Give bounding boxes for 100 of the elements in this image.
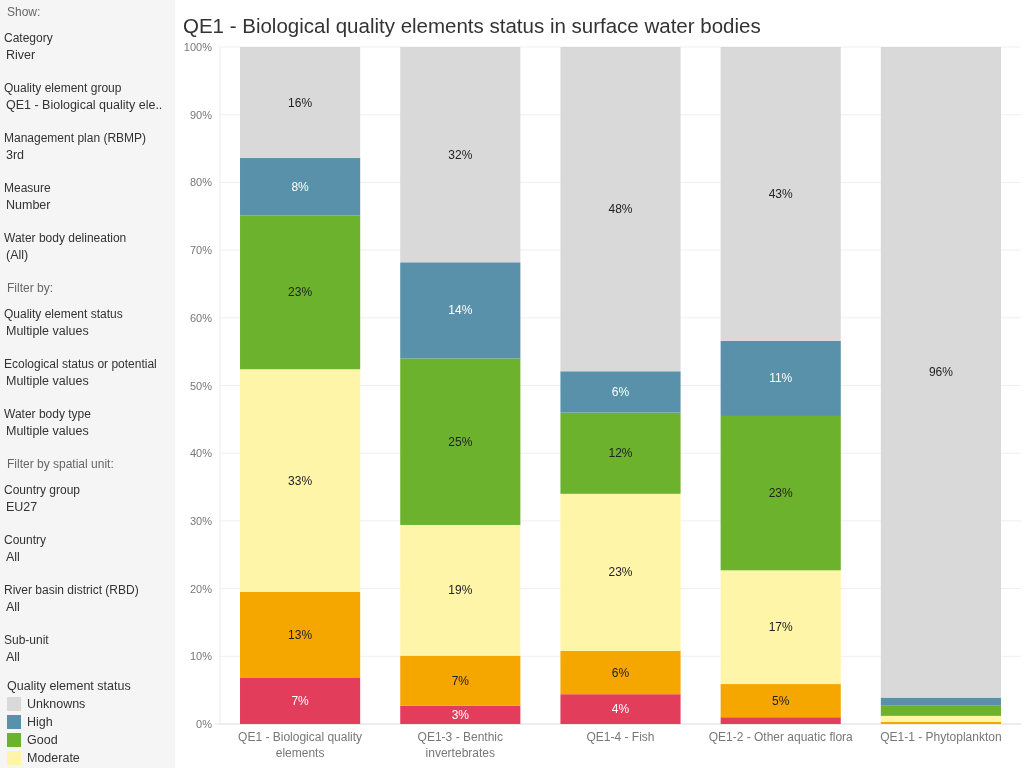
data-label: 13% bbox=[288, 627, 313, 642]
y-tick-label: 80% bbox=[189, 176, 213, 189]
text: Quality element status bbox=[4, 307, 123, 321]
bar bbox=[400, 655, 521, 706]
bar bbox=[880, 47, 1001, 698]
y-tick-label: 20% bbox=[189, 582, 213, 595]
x-tick-label: QE1-3 - Benthic invertebrates bbox=[417, 730, 503, 760]
data-label: 43% bbox=[768, 186, 794, 201]
bar bbox=[720, 570, 841, 685]
text: 3rd bbox=[6, 148, 25, 162]
bar bbox=[560, 694, 681, 724]
data-label: 12% bbox=[608, 446, 633, 461]
chart-title: QE1 - Biological quality elements status in surface water bodies bbox=[183, 13, 761, 37]
x-tick-label: QE1 - Biological quality elements bbox=[238, 730, 363, 760]
text: Show: bbox=[7, 5, 41, 19]
bar bbox=[560, 650, 681, 695]
text: All bbox=[6, 650, 20, 664]
text: Country bbox=[4, 533, 47, 547]
bar bbox=[400, 358, 521, 525]
text: Multiple values bbox=[6, 424, 89, 438]
text: River bbox=[6, 48, 36, 62]
bar bbox=[560, 47, 681, 372]
bar bbox=[400, 524, 521, 656]
data-label: 25% bbox=[448, 434, 473, 449]
text: Sub-unit bbox=[4, 633, 50, 647]
text: Number bbox=[6, 198, 51, 212]
legend-label: High bbox=[27, 715, 53, 729]
bar bbox=[560, 493, 681, 651]
bar bbox=[400, 262, 521, 359]
data-label: 4% bbox=[611, 702, 630, 717]
text: All bbox=[6, 600, 20, 614]
data-label: 5% bbox=[772, 693, 790, 708]
text: Ecological status or potential bbox=[4, 357, 157, 371]
bar bbox=[880, 697, 1001, 706]
bar bbox=[720, 717, 841, 724]
text: All bbox=[6, 550, 20, 564]
bar bbox=[880, 715, 1001, 722]
bar bbox=[880, 705, 1001, 716]
bar bbox=[720, 340, 841, 416]
data-label: 23% bbox=[288, 285, 313, 300]
y-tick-label: 100% bbox=[183, 41, 213, 53]
legend-label: Unknowns bbox=[27, 697, 86, 711]
text: EU27 bbox=[6, 500, 38, 514]
text: Country group bbox=[4, 483, 81, 497]
data-label: 48% bbox=[608, 202, 633, 217]
data-label: 8% bbox=[291, 179, 310, 194]
bar bbox=[560, 412, 681, 494]
legend-title: Quality element status bbox=[7, 679, 131, 693]
y-tick-label: 70% bbox=[189, 244, 213, 257]
bar bbox=[240, 677, 361, 724]
bar bbox=[240, 158, 361, 216]
x-tick-label: QE1-4 - Fish bbox=[586, 730, 655, 744]
text: Multiple values bbox=[6, 374, 89, 388]
bar bbox=[720, 684, 841, 718]
data-label: 6% bbox=[611, 665, 630, 680]
x-tick-label: QE1-1 - Phytoplankton bbox=[880, 730, 1002, 744]
bar bbox=[240, 591, 361, 678]
data-label: 23% bbox=[768, 486, 794, 501]
y-tick-label: 0% bbox=[196, 718, 213, 730]
data-label: 19% bbox=[448, 583, 473, 598]
bar bbox=[400, 47, 521, 263]
y-tick-label: 30% bbox=[189, 514, 213, 527]
bar bbox=[560, 371, 681, 413]
data-label: 7% bbox=[451, 673, 470, 688]
legend-label: Good bbox=[27, 733, 58, 747]
text: Measure bbox=[4, 181, 52, 195]
bar bbox=[720, 415, 841, 571]
y-tick-label: 10% bbox=[189, 650, 213, 663]
text: Quality element group bbox=[4, 81, 122, 95]
bar bbox=[880, 721, 1001, 724]
data-label: 33% bbox=[288, 473, 313, 488]
text: Water body delineation bbox=[4, 231, 127, 245]
data-label: 96% bbox=[928, 365, 954, 380]
data-label: 17% bbox=[768, 620, 794, 635]
text: Filter by spatial unit: bbox=[7, 457, 114, 471]
y-tick-label: 40% bbox=[189, 447, 213, 460]
y-tick-label: 50% bbox=[189, 379, 213, 392]
text: Category bbox=[4, 31, 53, 45]
x-tick-label: QE1-2 - Other aquatic flora bbox=[708, 730, 854, 744]
text: Water body type bbox=[4, 407, 92, 421]
data-label: 14% bbox=[448, 303, 473, 318]
data-label: 3% bbox=[451, 707, 470, 722]
bar bbox=[240, 369, 361, 592]
bar bbox=[240, 215, 361, 370]
bar bbox=[720, 47, 841, 341]
bar bbox=[400, 705, 521, 724]
text: QE1 - Biological quality ele.. bbox=[6, 98, 163, 112]
data-label: 23% bbox=[608, 565, 633, 580]
text: Management plan (RBMP) bbox=[4, 131, 147, 145]
y-tick-label: 90% bbox=[189, 108, 213, 121]
data-label: 7% bbox=[291, 693, 310, 708]
legend-label: Moderate bbox=[27, 751, 80, 765]
data-label: 32% bbox=[448, 147, 473, 162]
data-label: 6% bbox=[611, 384, 630, 399]
y-tick-label: 60% bbox=[189, 311, 213, 324]
data-label: 16% bbox=[288, 95, 313, 110]
data-label: 11% bbox=[769, 371, 793, 386]
text: River basin district (RBD) bbox=[4, 583, 139, 597]
text: Filter by: bbox=[7, 281, 54, 295]
text: Multiple values bbox=[6, 324, 89, 338]
